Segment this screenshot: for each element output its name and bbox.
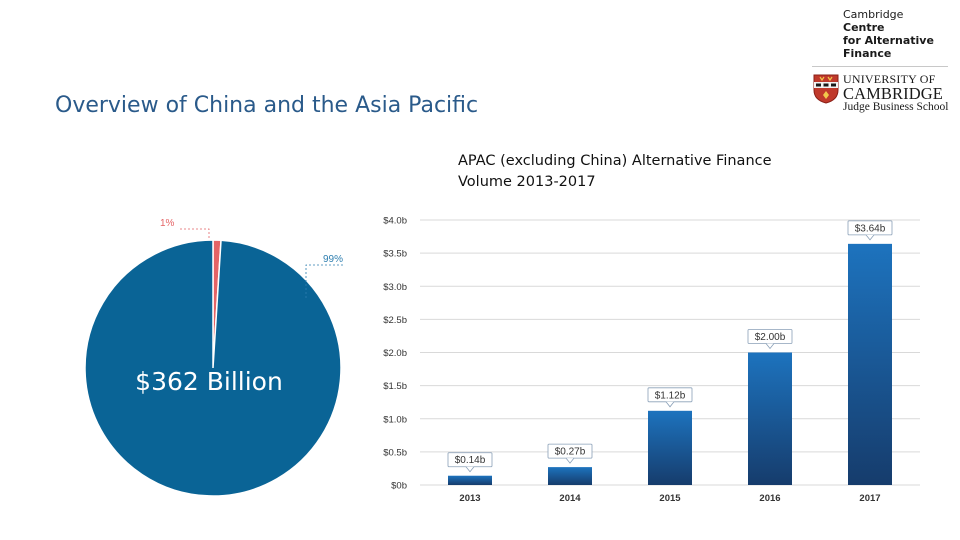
x-tick-label: 2017 <box>859 493 880 504</box>
data-label: $3.64b <box>855 223 886 234</box>
y-tick-label: $2.0b <box>383 348 407 359</box>
y-tick-label: $0b <box>391 481 407 492</box>
logo-divider <box>812 66 948 67</box>
data-label-box <box>747 329 793 344</box>
pie-slice-label: 1% <box>160 218 175 229</box>
data-label-box <box>647 387 693 403</box>
y-tick-label: $0.5b <box>383 447 407 458</box>
data-label-box <box>847 220 893 236</box>
x-tick-label: 2014 <box>559 493 581 504</box>
y-tick-label: $3.5b <box>383 249 407 260</box>
cca-logo-line4: Finance <box>843 47 892 60</box>
data-label-pointer <box>765 343 775 350</box>
data-label-pointer <box>665 401 675 408</box>
university-logo-line2: CAMBRIDGE <box>843 84 943 103</box>
pie-center-label: $362 Billion <box>135 367 283 396</box>
bar-chart-title: APAC (excluding China) Alternative Finan… <box>458 153 772 190</box>
pie-leader-line <box>180 228 210 240</box>
pie-leader-line <box>305 264 343 300</box>
cca-logo-line2: Centre <box>843 21 885 34</box>
cca-logo-line3: for Alternative <box>843 34 934 47</box>
y-tick-label: $1.5b <box>383 381 407 392</box>
data-label-pointer <box>465 466 475 473</box>
data-label: $0.27b <box>555 447 586 458</box>
y-tick-label: $4.0b <box>383 216 407 227</box>
x-tick-label: 2016 <box>759 493 780 504</box>
bar <box>548 467 592 485</box>
data-label: $0.14b <box>455 455 486 466</box>
page-title: Overview of China and the Asia Pacific <box>55 93 479 118</box>
bar <box>848 243 892 485</box>
university-logo-line1: UNIVERSITY OF <box>843 72 936 86</box>
y-tick-label: $1.0b <box>383 414 407 425</box>
pie-slice-label: 99% <box>323 254 343 265</box>
data-label-pointer <box>865 234 875 241</box>
x-tick-label: 2015 <box>659 493 681 504</box>
y-tick-label: $2.5b <box>383 315 407 326</box>
data-label-box <box>447 452 493 468</box>
cca-logo: Cambridge Centre for Alternative Finance <box>843 8 953 60</box>
data-label: $2.00b <box>755 332 786 343</box>
pie-slice <box>212 239 222 369</box>
bar <box>748 352 792 485</box>
data-label-box <box>547 443 593 459</box>
pie-slice <box>84 239 342 497</box>
cambridge-crest-icon <box>813 74 839 104</box>
cca-logo-line1: Cambridge <box>843 8 904 21</box>
data-label: $1.12b <box>655 390 686 401</box>
bar <box>648 410 692 485</box>
bar <box>448 475 492 485</box>
x-tick-label: 2013 <box>459 493 480 504</box>
data-label-pointer <box>565 457 575 464</box>
university-logo-line3: Judge Business School <box>843 101 949 113</box>
y-tick-label: $3.0b <box>383 282 407 293</box>
